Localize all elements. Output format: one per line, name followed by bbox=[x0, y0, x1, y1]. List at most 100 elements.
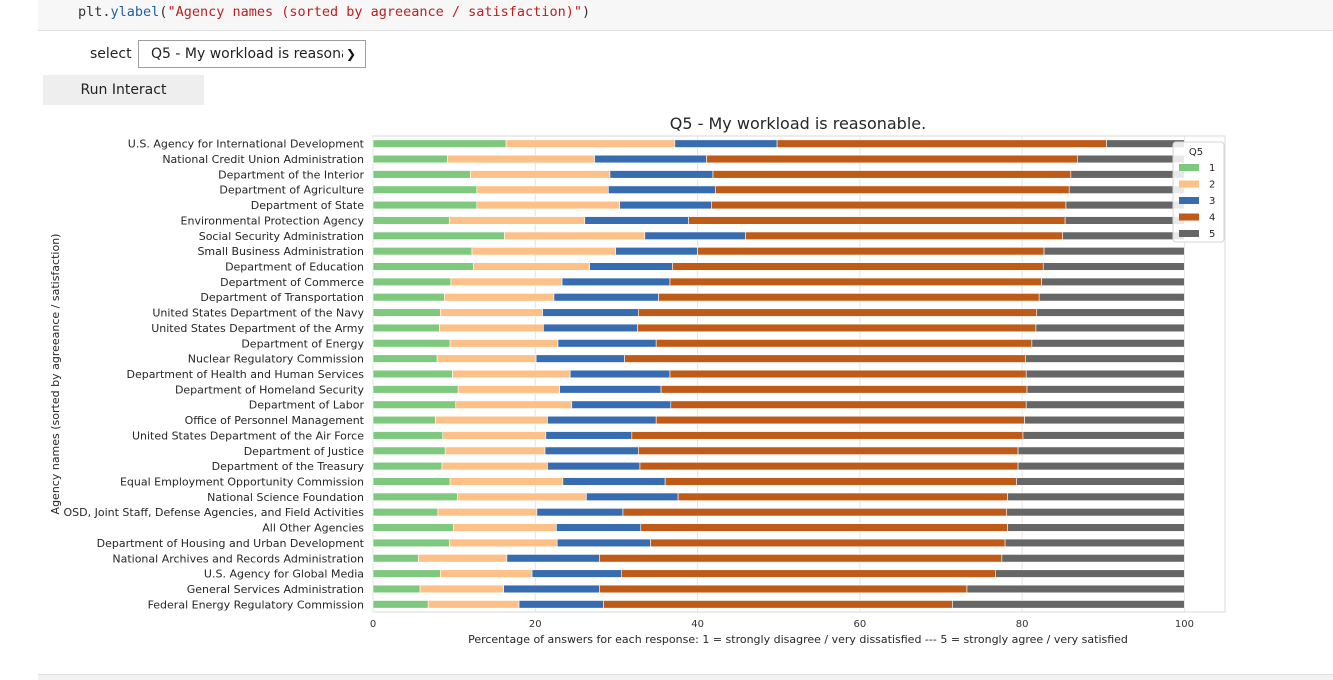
bar-segment bbox=[453, 523, 557, 532]
y-tick-label: Department of Commerce bbox=[220, 276, 364, 289]
bar-segment bbox=[561, 277, 671, 287]
y-tick-label: Environmental Protection Agency bbox=[181, 214, 365, 227]
bar-segment bbox=[655, 415, 1025, 425]
bar-segment bbox=[658, 293, 1040, 302]
bar-segment bbox=[669, 369, 1027, 379]
bar-segment bbox=[1016, 477, 1185, 486]
bar-segment bbox=[711, 200, 1067, 210]
bar-segment bbox=[639, 461, 1019, 471]
bar-segment bbox=[1001, 554, 1185, 563]
bar-segment bbox=[372, 600, 429, 609]
bar-segment bbox=[372, 170, 471, 179]
chart-title: Q5 - My workload is reasonable. bbox=[670, 114, 926, 133]
bar-segment bbox=[372, 569, 441, 578]
legend-label: 5 bbox=[1209, 229, 1215, 240]
bar-segment bbox=[372, 492, 458, 501]
legend-swatch bbox=[1179, 213, 1199, 221]
y-tick-label: Department of Health and Human Services bbox=[126, 368, 364, 381]
bar-segment bbox=[688, 216, 1066, 225]
y-tick-label: All Other Agencies bbox=[262, 522, 364, 535]
y-tick-label: National Archives and Records Administra… bbox=[112, 552, 364, 565]
bar-segment bbox=[569, 369, 671, 379]
bar-segment bbox=[631, 431, 1024, 440]
bar-segment bbox=[504, 231, 646, 240]
bar-segment bbox=[372, 354, 438, 363]
bar-segment bbox=[547, 461, 641, 471]
code-function: ylabel bbox=[110, 4, 160, 20]
y-tick-label: Department of Agriculture bbox=[219, 184, 364, 197]
y-tick-label: Department of Labor bbox=[249, 399, 365, 412]
bar-segment bbox=[544, 446, 639, 455]
bar-segment bbox=[457, 385, 560, 394]
next-cell[interactable] bbox=[38, 674, 1333, 680]
bar-segment bbox=[594, 154, 707, 164]
select-value: Q5 - My workload is reasonable. bbox=[151, 46, 343, 62]
bar-segment bbox=[372, 538, 450, 548]
legend-title: Q5 bbox=[1189, 147, 1203, 158]
bar-segment bbox=[1026, 385, 1185, 394]
bar-segment bbox=[543, 323, 638, 333]
bar-segment bbox=[470, 170, 611, 179]
bar-segment bbox=[439, 323, 544, 333]
select-widget: select Q5 - My workload is reasonable. ❯ bbox=[90, 39, 366, 69]
bar-segment bbox=[745, 231, 1064, 240]
plot-frame bbox=[372, 135, 1226, 613]
bar-segment bbox=[1017, 446, 1185, 455]
bar-segment bbox=[655, 339, 1033, 348]
bar-segment bbox=[440, 308, 543, 317]
bar-segment bbox=[372, 584, 421, 594]
bar-segment bbox=[372, 277, 452, 287]
y-tick-label: Social Security Administration bbox=[199, 230, 364, 243]
bar-segment bbox=[372, 185, 478, 194]
run-interact-button[interactable]: Run Interact bbox=[43, 75, 204, 105]
bar-segment bbox=[372, 154, 448, 164]
legend-swatch bbox=[1179, 180, 1199, 188]
bar-segment bbox=[444, 293, 555, 302]
bar-segment bbox=[553, 293, 659, 302]
bar-segment bbox=[547, 415, 657, 425]
bar-segment bbox=[372, 247, 473, 256]
code-token: ) bbox=[581, 4, 591, 20]
x-axis-label: Percentage of answers for each response:… bbox=[468, 633, 1128, 646]
y-tick-label: Department of Homeland Security bbox=[175, 383, 365, 396]
y-tick-label: OSD, Joint Staff, Defense Agencies, and … bbox=[64, 506, 365, 519]
bar-segment bbox=[557, 339, 657, 348]
bar-segment bbox=[372, 523, 454, 532]
bar-segment bbox=[427, 600, 520, 609]
bar-segment bbox=[670, 400, 1027, 409]
bar-segment bbox=[448, 216, 586, 225]
y-tick-labels: U.S. Agency for International Developmen… bbox=[64, 138, 365, 612]
bar-segment bbox=[450, 277, 563, 287]
code-line: plt.ylabel("Agency names (sorted by agre… bbox=[78, 4, 590, 20]
y-tick-label: Nuclear Regulatory Commission bbox=[188, 353, 364, 366]
bar-segment bbox=[1036, 308, 1185, 317]
bar-segment bbox=[372, 461, 443, 471]
y-tick-label: United States Department of the Army bbox=[151, 322, 364, 335]
bar-segment bbox=[589, 262, 673, 271]
chevron-down-icon: ❯ bbox=[345, 47, 357, 61]
legend-label: 3 bbox=[1209, 196, 1215, 207]
code-string: "Agency names (sorted by agreeance / sat… bbox=[167, 4, 582, 20]
bar-segment bbox=[599, 584, 968, 594]
bar-segment bbox=[1035, 323, 1185, 333]
bar-segment bbox=[640, 523, 1008, 532]
bar-segment bbox=[473, 262, 590, 271]
bar-segment bbox=[436, 354, 537, 363]
code-cell[interactable]: plt.ylabel("Agency names (sorted by agre… bbox=[38, 0, 1333, 31]
bar-segment bbox=[447, 154, 595, 164]
y-tick-label: Department of the Treasury bbox=[212, 460, 365, 473]
bar-segment bbox=[542, 308, 639, 317]
bar-segment bbox=[1025, 400, 1185, 409]
y-tick-label: Department of Energy bbox=[241, 337, 364, 350]
bar-segment bbox=[372, 415, 436, 425]
bar-segment bbox=[697, 247, 1045, 256]
bar-segment bbox=[372, 293, 445, 302]
bar-segment bbox=[372, 508, 439, 517]
bar-segment bbox=[372, 231, 505, 240]
question-select[interactable]: Q5 - My workload is reasonable. ❯ bbox=[138, 40, 366, 68]
y-tick-label: United States Department of the Air Forc… bbox=[132, 429, 364, 442]
bar-segment bbox=[545, 431, 633, 440]
bar-segment bbox=[571, 400, 672, 409]
y-tick-label: Department of the Interior bbox=[218, 168, 364, 181]
bar-segment bbox=[1022, 431, 1185, 440]
